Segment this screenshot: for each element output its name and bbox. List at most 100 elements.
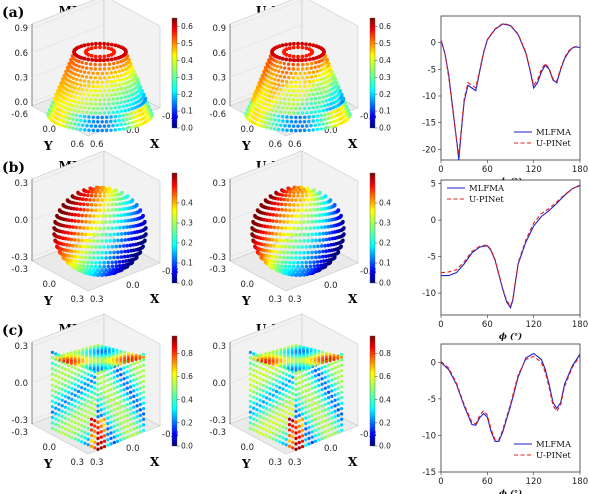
x-tick-label: 0.6 <box>90 140 104 150</box>
y-tick-label: -10 <box>422 289 436 299</box>
legend-entry: MLFMA <box>469 184 505 194</box>
x-axis-label: ϕ (°) <box>499 488 522 494</box>
colorbar <box>171 172 178 284</box>
colorbar-tick-label: 0.1 <box>379 107 391 116</box>
colorbar-tick-label: 0.1 <box>379 259 391 268</box>
z-tick-label: 0.6 <box>212 49 226 59</box>
surface-current-points <box>46 41 154 133</box>
colorbar <box>369 17 376 129</box>
colorbar-tick-label: 0.1 <box>181 259 193 268</box>
z-tick-label: 0.3 <box>212 342 226 352</box>
y-tick-label: -5 <box>428 395 436 405</box>
z-tick-label: 0.3 <box>14 342 28 352</box>
y-tick-label: 0.3 <box>70 458 84 468</box>
x-tick-label: 0.3 <box>288 458 302 468</box>
y-tick-label: 0.3 <box>268 458 282 468</box>
x-tick-label: 0.0 <box>324 281 338 291</box>
x-axis-letter: X <box>348 137 358 151</box>
z-tick-label: 0.3 <box>14 179 28 189</box>
y-tick-label: -0.6 <box>209 110 226 120</box>
panel-cone: (a)MLFMA0.90.60.30.0-0.60.00.60.60.0-0.6… <box>2 0 391 153</box>
y-tick-label: 0.0 <box>42 125 56 135</box>
y-tick-label: -5 <box>428 65 436 75</box>
x-tick-label: -0.6 <box>162 112 179 122</box>
z-tick-label: 0.6 <box>14 49 28 59</box>
y-tick-label: -15 <box>422 119 436 129</box>
z-tick-label: 0.0 <box>14 379 28 389</box>
x-tick-label: 0.3 <box>90 295 104 305</box>
surface-current-points <box>50 343 146 451</box>
colorbar-tick-label: 0.2 <box>379 90 391 99</box>
z-tick-label: 0.9 <box>212 24 226 34</box>
z-tick-label: 0.3 <box>14 73 28 83</box>
x-tick-label: 120 <box>526 477 542 487</box>
z-tick-label: 0.0 <box>14 98 28 108</box>
colorbar-tick-label: 0.5 <box>181 39 193 48</box>
x-tick-label: 0.0 <box>126 281 140 291</box>
z-tick-label: -0.3 <box>11 416 28 426</box>
colorbar-tick-label: 0.3 <box>379 219 391 228</box>
panel-cube: (c)MLFMA0.30.0-0.3-0.30.00.30.30.0-0.3YX… <box>2 313 391 471</box>
colorbar-tick-label: 0.0 <box>379 442 391 451</box>
x-tick-label: 60 <box>482 477 493 487</box>
legend-entry: MLFMA <box>536 440 572 450</box>
colorbar-tick-label: 0.5 <box>379 39 391 48</box>
x-tick-label: -0.3 <box>162 430 179 440</box>
y-tick-label: -5 <box>428 253 436 263</box>
panel-label: (c) <box>2 323 24 339</box>
x-tick-label: 180 <box>572 477 588 487</box>
upinet-surface-plot: U-PINet0.90.60.30.0-0.60.00.60.60.0-0.6Y… <box>209 0 391 153</box>
legend-entry: MLFMA <box>536 128 572 138</box>
colorbar-tick-label: 0.6 <box>181 372 193 381</box>
mlfma-surface-plot: MLFMA0.90.60.30.0-0.60.00.60.60.0-0.6YX0… <box>11 0 193 153</box>
y-tick-label: 0.6 <box>268 140 282 150</box>
mlfma-surface-plot: MLFMA0.30.0-0.3-0.30.00.30.30.0-0.3YX0.8… <box>11 313 193 471</box>
colorbar-tick-label: 0.4 <box>379 56 391 65</box>
colorbar-tick-label: 0.2 <box>181 418 193 427</box>
colorbar-tick-label: 0.4 <box>181 56 193 65</box>
panel-label: (a) <box>2 5 24 21</box>
colorbar-tick-label: 0.4 <box>181 395 193 404</box>
x-tick-label: 180 <box>572 165 588 175</box>
colorbar-tick-label: 0.4 <box>181 199 193 208</box>
x-tick-label: 0.0 <box>126 444 140 454</box>
z-tick-label: 0.9 <box>14 24 28 34</box>
x-tick-label: -0.3 <box>360 430 377 440</box>
y-tick-label: 0.0 <box>240 443 254 453</box>
y-axis-letter: Y <box>241 294 251 308</box>
plot-area <box>440 15 581 161</box>
x-tick-label: 0.3 <box>90 458 104 468</box>
x-tick-label: 60 <box>482 165 493 175</box>
y-axis-letter: Y <box>43 139 53 153</box>
mlfma-series-line <box>441 184 581 309</box>
y-tick-label: 0.6 <box>70 140 84 150</box>
legend-entry: U-PINet <box>536 451 571 461</box>
x-axis-letter: X <box>348 292 358 306</box>
x-tick-label: 60 <box>482 320 493 330</box>
y-tick-label: 0 <box>431 39 436 49</box>
colorbar-tick-label: 0.8 <box>379 349 391 358</box>
z-tick-label: 0.0 <box>212 216 226 226</box>
colorbar-tick-label: 0.2 <box>379 418 391 427</box>
y-tick-label: 0.3 <box>70 295 84 305</box>
y-tick-label: 0.3 <box>268 295 282 305</box>
x-tick-label: 0.0 <box>324 126 338 136</box>
colorbar-tick-label: 0.2 <box>181 239 193 248</box>
y-tick-label: 0.0 <box>240 125 254 135</box>
surface-current-points <box>248 343 344 451</box>
x-tick-label: 180 <box>572 320 588 330</box>
x-axis-letter: X <box>150 137 160 151</box>
colorbar-tick-label: 0.8 <box>181 349 193 358</box>
x-tick-label: 120 <box>526 165 542 175</box>
z-tick-label: 0.0 <box>212 379 226 389</box>
y-tick-label: 5 <box>431 180 436 190</box>
y-tick-label: 0 <box>431 358 436 368</box>
y-tick-label: 0.0 <box>240 280 254 290</box>
upinet-series-line <box>440 185 581 308</box>
legend-entry: U-PINet <box>536 139 571 149</box>
colorbar-tick-label: 0.6 <box>181 22 193 31</box>
colorbar-tick-label: 0.4 <box>379 199 391 208</box>
z-tick-label: 0.3 <box>212 73 226 83</box>
x-tick-label: 0.0 <box>324 444 338 454</box>
